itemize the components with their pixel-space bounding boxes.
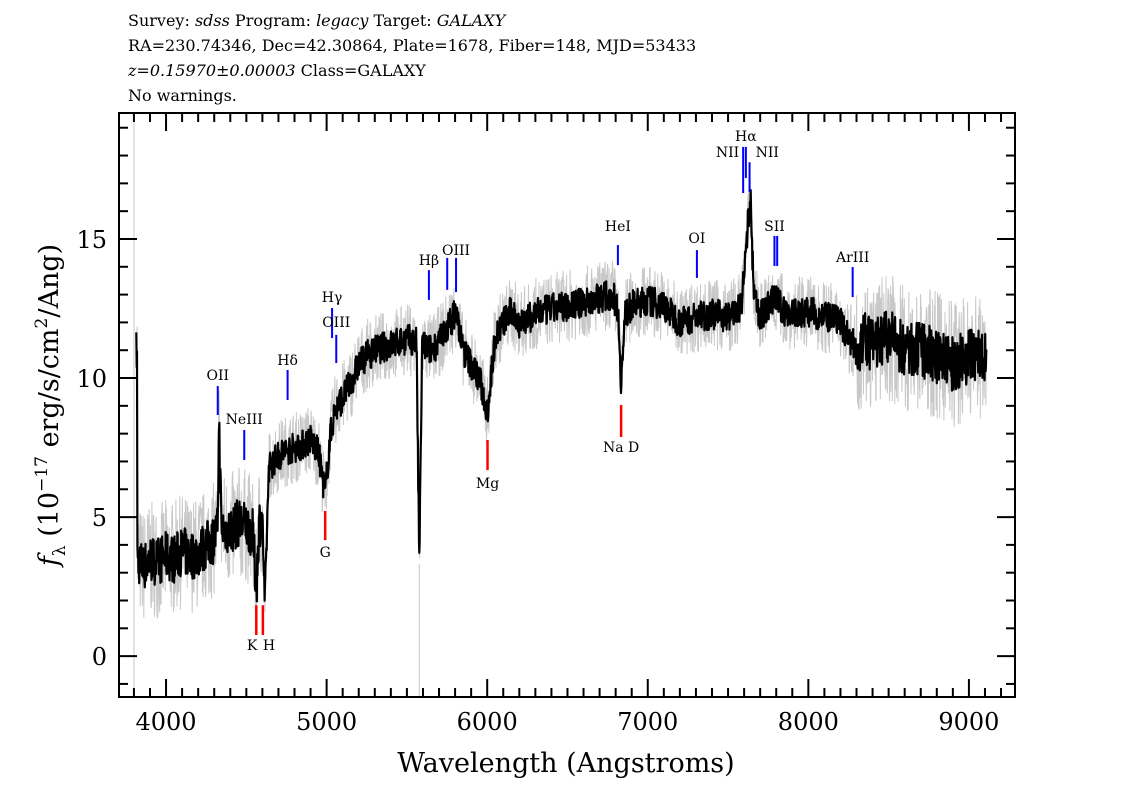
survey-value: sdss xyxy=(194,11,230,30)
line-label: H xyxy=(263,638,275,654)
line-label: OI xyxy=(688,231,705,247)
spectrum-line-group xyxy=(135,189,988,603)
target-value: GALAXY xyxy=(436,11,506,30)
y-axis-label-text: fλ (10−17 erg/s/cm2/Ang) xyxy=(32,244,70,568)
x-axis-label: Wavelength (Angstroms) xyxy=(397,748,734,779)
survey-label: Survey: xyxy=(128,11,190,30)
line-label: Mg xyxy=(476,476,499,492)
target-label: Target: xyxy=(373,11,432,30)
class-value: Class=GALAXY xyxy=(300,61,426,80)
line-label: NeIII xyxy=(226,412,263,428)
y-tick-label: 0 xyxy=(92,643,107,671)
y-tick-label: 5 xyxy=(92,504,107,532)
x-tick-label: 6000 xyxy=(457,708,518,736)
line-label: Na D xyxy=(603,440,639,456)
program-label: Program: xyxy=(234,11,311,30)
line-label: SII xyxy=(764,219,785,235)
y-tick-label: 15 xyxy=(76,226,107,254)
line-label: Hδ xyxy=(277,353,298,369)
line-label: NII xyxy=(756,145,779,161)
redshift-value: z=0.15970±0.00003 xyxy=(128,61,296,80)
line-label: Hα xyxy=(735,129,757,145)
header-line-redshift: z=0.15970±0.00003 Class=GALAXY xyxy=(128,60,426,82)
x-tick-label: 8000 xyxy=(778,708,839,736)
program-value: legacy xyxy=(316,11,369,30)
line-label: OIII xyxy=(442,243,470,259)
line-label: OII xyxy=(206,368,229,384)
error-band-trace xyxy=(135,169,987,629)
line-label: G xyxy=(320,545,331,561)
plot-frame xyxy=(118,112,1016,698)
y-axis-label: fλ (10−17 erg/s/cm2/Ang) xyxy=(32,244,70,568)
header-line-warnings: No warnings. xyxy=(128,86,237,105)
error-band xyxy=(133,113,987,697)
y-tick-label: 10 xyxy=(76,365,107,393)
line-label: K xyxy=(247,638,258,654)
x-tick-label: 9000 xyxy=(938,708,999,736)
axes: 4000 5000 6000 7000 8000 9000 0 5 10 15 xyxy=(76,113,1015,736)
x-tick-label: 5000 xyxy=(296,708,357,736)
x-tick-label: 4000 xyxy=(136,708,197,736)
header-line-coordinates: RA=230.74346, Dec=42.30864, Plate=1678, … xyxy=(128,36,697,55)
line-label: Hβ xyxy=(419,253,439,269)
line-label: ArIII xyxy=(835,250,869,266)
x-tick-label: 7000 xyxy=(617,708,678,736)
line-label: Hγ xyxy=(322,290,343,306)
line-label: OIII xyxy=(322,315,350,331)
line-label: HeI xyxy=(605,219,631,235)
line-label: NII xyxy=(716,145,739,161)
spectrum-trace xyxy=(135,189,988,603)
header-line-survey: Survey: sdss Program: legacy Target: GAL… xyxy=(128,10,505,32)
